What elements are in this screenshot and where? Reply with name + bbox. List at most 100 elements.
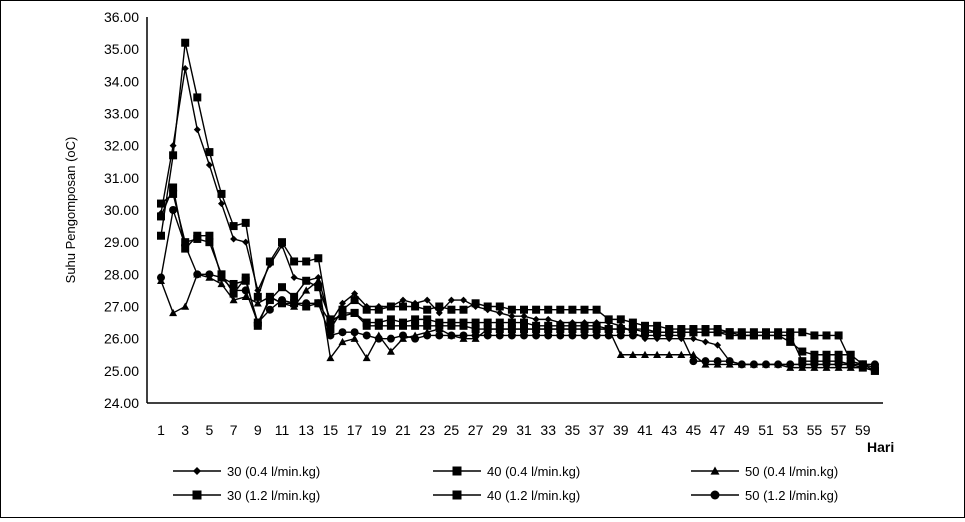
data-point <box>507 305 516 314</box>
x-tick-label: 45 <box>686 422 702 438</box>
data-point <box>544 305 553 314</box>
data-point <box>169 151 178 160</box>
data-point <box>423 321 432 330</box>
y-axis-label: Suhu Pengomposan (oC) <box>63 137 78 284</box>
data-point <box>229 286 238 295</box>
data-point <box>447 305 456 314</box>
data-point <box>677 350 686 358</box>
x-tick-label: 21 <box>395 422 411 438</box>
data-point <box>193 126 201 134</box>
data-point <box>229 279 238 288</box>
data-point <box>834 331 843 340</box>
data-point <box>447 331 456 340</box>
y-tick-label: 33.00 <box>104 106 139 122</box>
data-point <box>169 189 178 198</box>
data-point <box>205 270 214 279</box>
data-point <box>471 325 480 334</box>
data-point <box>702 338 709 346</box>
data-point <box>193 93 202 102</box>
x-tick-label: 5 <box>206 422 214 438</box>
x-tick-label: 9 <box>254 422 262 438</box>
data-point <box>568 325 577 334</box>
legend-label: 40 (1.2 l/min.kg) <box>487 488 580 503</box>
y-tick-label: 34.00 <box>104 73 139 89</box>
x-tick-label: 43 <box>661 422 677 438</box>
data-point <box>169 206 178 214</box>
axes <box>146 17 883 404</box>
data-point <box>423 331 432 340</box>
data-point <box>399 321 407 330</box>
data-point <box>278 283 286 292</box>
data-point <box>278 238 286 247</box>
data-point <box>592 325 601 334</box>
data-point <box>870 366 879 375</box>
data-point <box>628 325 637 334</box>
data-point <box>556 325 565 334</box>
data-point <box>447 296 455 304</box>
data-point <box>749 360 758 369</box>
data-point <box>205 231 214 240</box>
x-tick-label: 19 <box>371 422 387 438</box>
data-point <box>556 331 565 340</box>
data-point <box>810 350 819 359</box>
data-point <box>459 305 468 314</box>
series-6 <box>157 206 879 369</box>
data-point <box>181 64 189 72</box>
data-point <box>386 347 395 355</box>
data-point <box>242 238 250 246</box>
data-point <box>386 321 395 330</box>
data-point <box>580 305 589 314</box>
data-point <box>471 299 480 308</box>
data-point <box>411 334 420 343</box>
legend-item: 30 (1.2 l/min.kg) <box>173 488 320 503</box>
data-point <box>314 254 323 263</box>
y-tick-label: 24.00 <box>104 395 139 411</box>
data-point <box>483 331 492 340</box>
data-point <box>592 305 601 314</box>
data-point <box>314 276 323 284</box>
data-point <box>193 231 202 240</box>
data-point <box>786 331 795 340</box>
data-point <box>507 325 516 334</box>
series-5 <box>157 183 879 375</box>
y-tick-label: 29.00 <box>104 234 139 250</box>
data-point <box>423 315 432 324</box>
data-point <box>350 334 359 342</box>
legend-item: 30 (0.4 l/min.kg) <box>173 464 320 479</box>
data-point <box>399 296 407 304</box>
data-point <box>689 328 698 337</box>
data-point <box>205 161 213 169</box>
data-point <box>495 331 504 340</box>
data-point <box>834 360 843 369</box>
data-point <box>798 347 807 356</box>
x-tick-label: 37 <box>589 422 605 438</box>
data-point <box>665 331 674 340</box>
data-point <box>386 334 395 343</box>
legend-marker <box>710 490 720 500</box>
legend-marker <box>193 467 201 475</box>
data-point <box>181 302 190 310</box>
data-point <box>592 331 601 340</box>
data-point <box>169 142 177 150</box>
data-point <box>302 286 311 294</box>
data-point <box>362 305 371 314</box>
data-point <box>532 315 540 323</box>
data-point <box>701 328 710 337</box>
data-point <box>399 302 407 311</box>
data-point <box>604 325 613 334</box>
data-point <box>834 350 843 359</box>
data-point <box>205 148 214 157</box>
x-tick-label: 17 <box>347 422 363 438</box>
data-point <box>302 257 311 266</box>
data-point <box>798 360 807 369</box>
data-point <box>205 238 214 247</box>
y-tick-labels: 24.00 25.00 26.00 27.00 28.00 29.00 30.00 31.00… <box>104 9 139 411</box>
data-point <box>665 350 674 358</box>
legend-marker <box>710 466 720 475</box>
data-point <box>302 299 311 308</box>
data-point <box>471 318 480 327</box>
data-point <box>326 353 335 362</box>
data-point <box>471 331 480 340</box>
x-tick-label: 29 <box>492 422 508 438</box>
